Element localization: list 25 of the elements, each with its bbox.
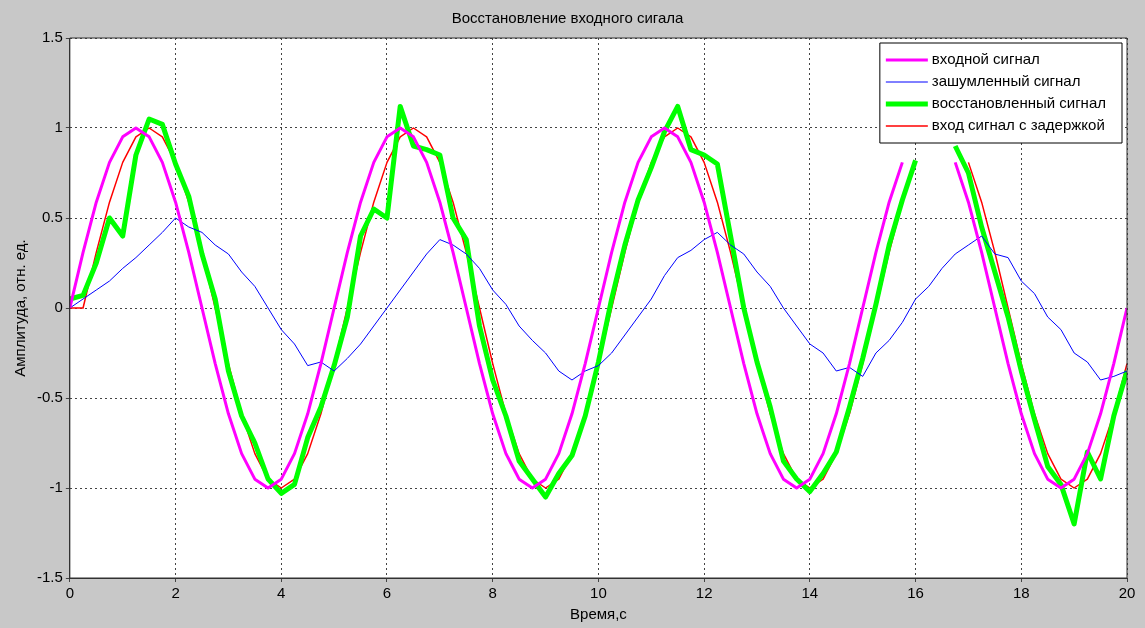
legend-label: входной сигнал — [931, 50, 1040, 68]
x-tick-label: 4 — [277, 584, 286, 602]
x-tick-label: 14 — [801, 584, 819, 602]
x-tick-label: 6 — [382, 584, 392, 602]
x-tick-label: 16 — [907, 584, 924, 602]
y-axis-title: Амплитуда, отн. ед. — [11, 239, 29, 377]
legend-label: вход сигнал с задержкой — [931, 116, 1105, 134]
y-tick-label: -0.5 — [36, 388, 63, 406]
x-tick-label: 18 — [1012, 584, 1030, 602]
x-tick-label: 0 — [65, 584, 75, 602]
x-tick-label: 10 — [590, 584, 607, 602]
x-axis-title: Время,с — [570, 605, 628, 623]
legend-label: зашумленный сигнал — [931, 72, 1081, 90]
y-tick-label: 1.5 — [41, 28, 63, 46]
y-tick-label: 0.5 — [41, 208, 63, 226]
chart-title: Восстановление входного сигала — [451, 9, 685, 27]
x-tick-label: 12 — [695, 584, 713, 602]
y-tick-label: 0 — [54, 298, 63, 316]
y-tick-label: -1 — [49, 478, 63, 496]
legend-label: восстановленный сигнал — [931, 94, 1106, 112]
x-tick-label: 8 — [488, 584, 497, 602]
y-tick-label: 1 — [54, 118, 63, 136]
y-tick-label: -1.5 — [36, 568, 63, 586]
x-tick-label: 2 — [171, 584, 180, 602]
x-tick-label: 20 — [1118, 584, 1136, 602]
